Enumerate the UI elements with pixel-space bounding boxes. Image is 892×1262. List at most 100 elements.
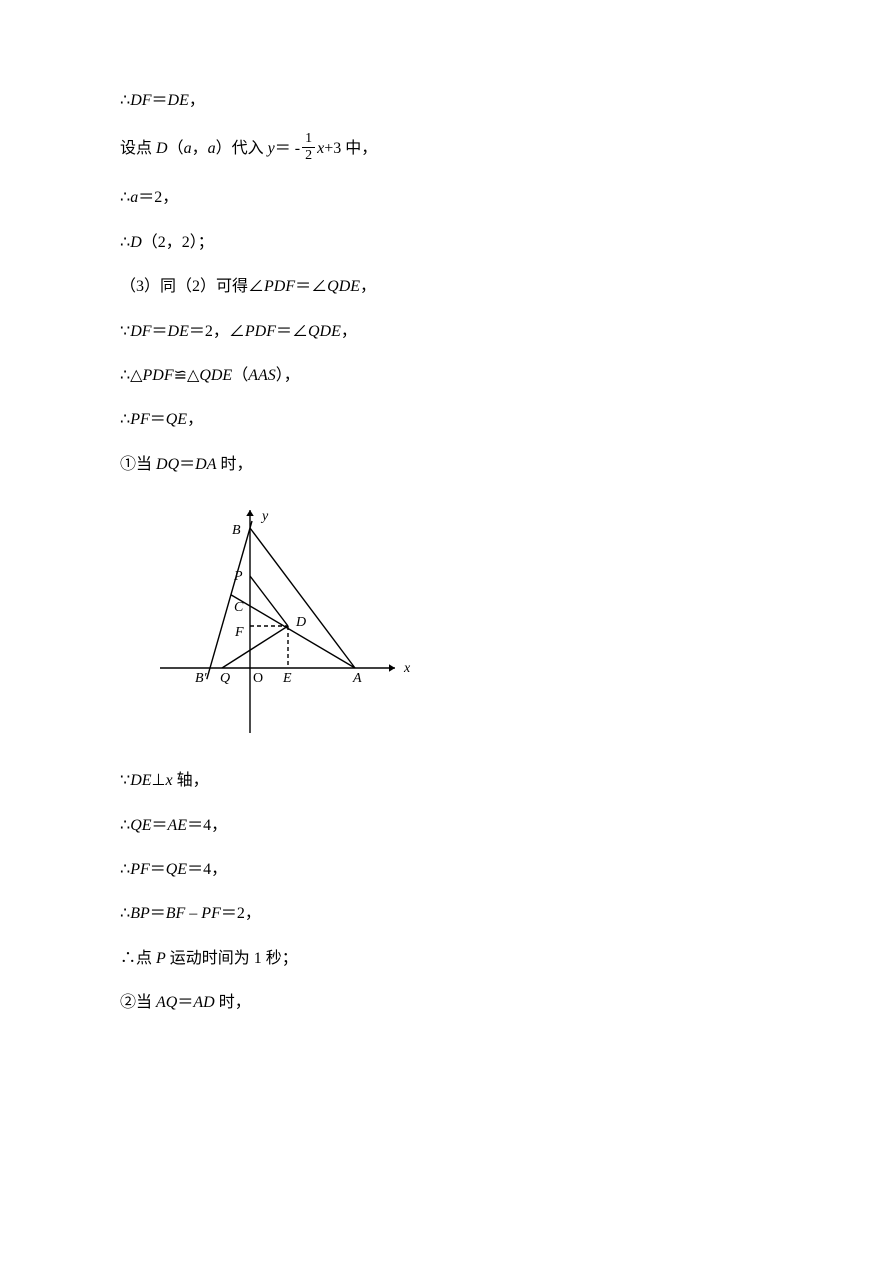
svg-text:P: P xyxy=(233,569,243,584)
t: ∴ xyxy=(120,92,130,109)
t: PDF xyxy=(264,278,295,295)
t: - xyxy=(295,141,300,158)
line-2: 设点 D（a，a）代入 y＝ -12x+3 中， xyxy=(120,134,760,165)
t: （ xyxy=(168,141,184,158)
line-9: ①当 DQ＝DA 时， xyxy=(120,454,760,476)
t: – xyxy=(185,905,201,922)
t: AQ xyxy=(156,994,177,1011)
line-6: ∵DF＝DE＝2，∠PDF＝∠QDE， xyxy=(120,321,760,343)
t: a xyxy=(208,141,216,158)
t: QE xyxy=(166,411,187,428)
t: （ xyxy=(232,367,248,384)
line-5: （3）同（2）可得∠PDF＝∠QDE， xyxy=(120,276,760,298)
t: ＝ xyxy=(150,905,166,922)
t: ∴ xyxy=(120,411,130,428)
t: QDE xyxy=(199,367,232,384)
line-13: ∴BP＝BF – PF＝2， xyxy=(120,903,760,925)
t: D xyxy=(156,141,168,158)
svg-text:Q: Q xyxy=(220,671,230,686)
t: ≌△ xyxy=(174,367,200,384)
t: ， xyxy=(187,411,203,428)
svg-text:x: x xyxy=(403,661,411,676)
t: P xyxy=(156,950,166,967)
t: ＝4， xyxy=(187,861,227,878)
t: ∴ xyxy=(120,189,130,206)
fraction: 12 xyxy=(302,132,315,163)
t: ＝ xyxy=(150,861,166,878)
t: QE xyxy=(166,861,187,878)
t: ∵ xyxy=(120,772,130,789)
t: ＝∠ xyxy=(295,278,327,295)
t: ∵ xyxy=(120,323,130,340)
t: （3）同（2）可得∠ xyxy=(120,278,264,295)
t: QE xyxy=(130,817,151,834)
line-10: ∵DE⊥x 轴， xyxy=(120,770,760,792)
line-1: ∴DF＝DE， xyxy=(120,90,760,112)
t: ∴ xyxy=(120,905,130,922)
t: DE xyxy=(168,92,189,109)
denominator: 2 xyxy=(302,148,315,163)
line-12: ∴PF＝QE＝4， xyxy=(120,859,760,881)
svg-text:F: F xyxy=(234,625,244,640)
t: ＝ xyxy=(150,411,166,428)
line-3: ∴a＝2， xyxy=(120,187,760,209)
t: DF xyxy=(130,92,151,109)
line-14: ∴点 P 运动时间为 1 秒； xyxy=(120,948,760,970)
t: PF xyxy=(130,411,150,428)
svg-text:O: O xyxy=(253,671,263,686)
t: D xyxy=(130,234,142,251)
t: ＝ xyxy=(177,994,193,1011)
svg-text:B′: B′ xyxy=(195,671,208,686)
t: ①当 xyxy=(120,456,156,473)
t: ＝4， xyxy=(187,817,227,834)
svg-text:D: D xyxy=(295,615,306,630)
t: ）代入 xyxy=(216,141,268,158)
t: a xyxy=(130,189,138,206)
svg-text:A: A xyxy=(352,671,362,686)
t: 时， xyxy=(216,456,252,473)
t: ＝ xyxy=(152,323,168,340)
t: PF xyxy=(130,861,150,878)
svg-text:B: B xyxy=(232,523,241,538)
t: ， xyxy=(189,92,205,109)
t: ∴ xyxy=(120,817,130,834)
svg-text:y: y xyxy=(260,509,269,524)
t: AE xyxy=(168,817,188,834)
t: 运动时间为 1 秒； xyxy=(166,950,298,967)
t: ＝ xyxy=(152,817,168,834)
t: ＝2，∠ xyxy=(189,323,245,340)
t: ∴ xyxy=(120,234,130,251)
t: PDF xyxy=(142,367,173,384)
geometry-figure: yxBPCFDOEAB′Q xyxy=(150,498,760,748)
t: DF xyxy=(130,323,151,340)
t: ， xyxy=(192,141,208,158)
t: +3 中， xyxy=(324,141,377,158)
t: ②当 xyxy=(120,994,156,1011)
t: PF xyxy=(201,905,221,922)
t: ， xyxy=(360,278,376,295)
t: DQ xyxy=(156,456,179,473)
t: y xyxy=(268,141,275,158)
t: QDE xyxy=(308,323,341,340)
t: 时， xyxy=(215,994,251,1011)
t: BP xyxy=(130,905,150,922)
line-15: ②当 AQ＝AD 时， xyxy=(120,992,760,1014)
t: ）， xyxy=(276,367,300,384)
t: ⊥ xyxy=(152,772,166,789)
t: BF xyxy=(166,905,186,922)
t: a xyxy=(184,141,192,158)
t: 设点 xyxy=(120,141,156,158)
t: ＝2， xyxy=(221,905,261,922)
t: DA xyxy=(195,456,216,473)
line-7: ∴△PDF≌△QDE（AAS）， xyxy=(120,365,760,387)
t: ∴点 xyxy=(120,950,156,967)
t: ＝ xyxy=(275,141,295,158)
numerator: 1 xyxy=(302,132,315,148)
svg-text:C: C xyxy=(234,600,244,615)
t: ＝ xyxy=(179,456,195,473)
t: ∴ xyxy=(120,861,130,878)
line-11: ∴QE＝AE＝4， xyxy=(120,815,760,837)
t: （2，2）； xyxy=(142,234,214,251)
t: QDE xyxy=(327,278,360,295)
t: ， xyxy=(341,323,357,340)
